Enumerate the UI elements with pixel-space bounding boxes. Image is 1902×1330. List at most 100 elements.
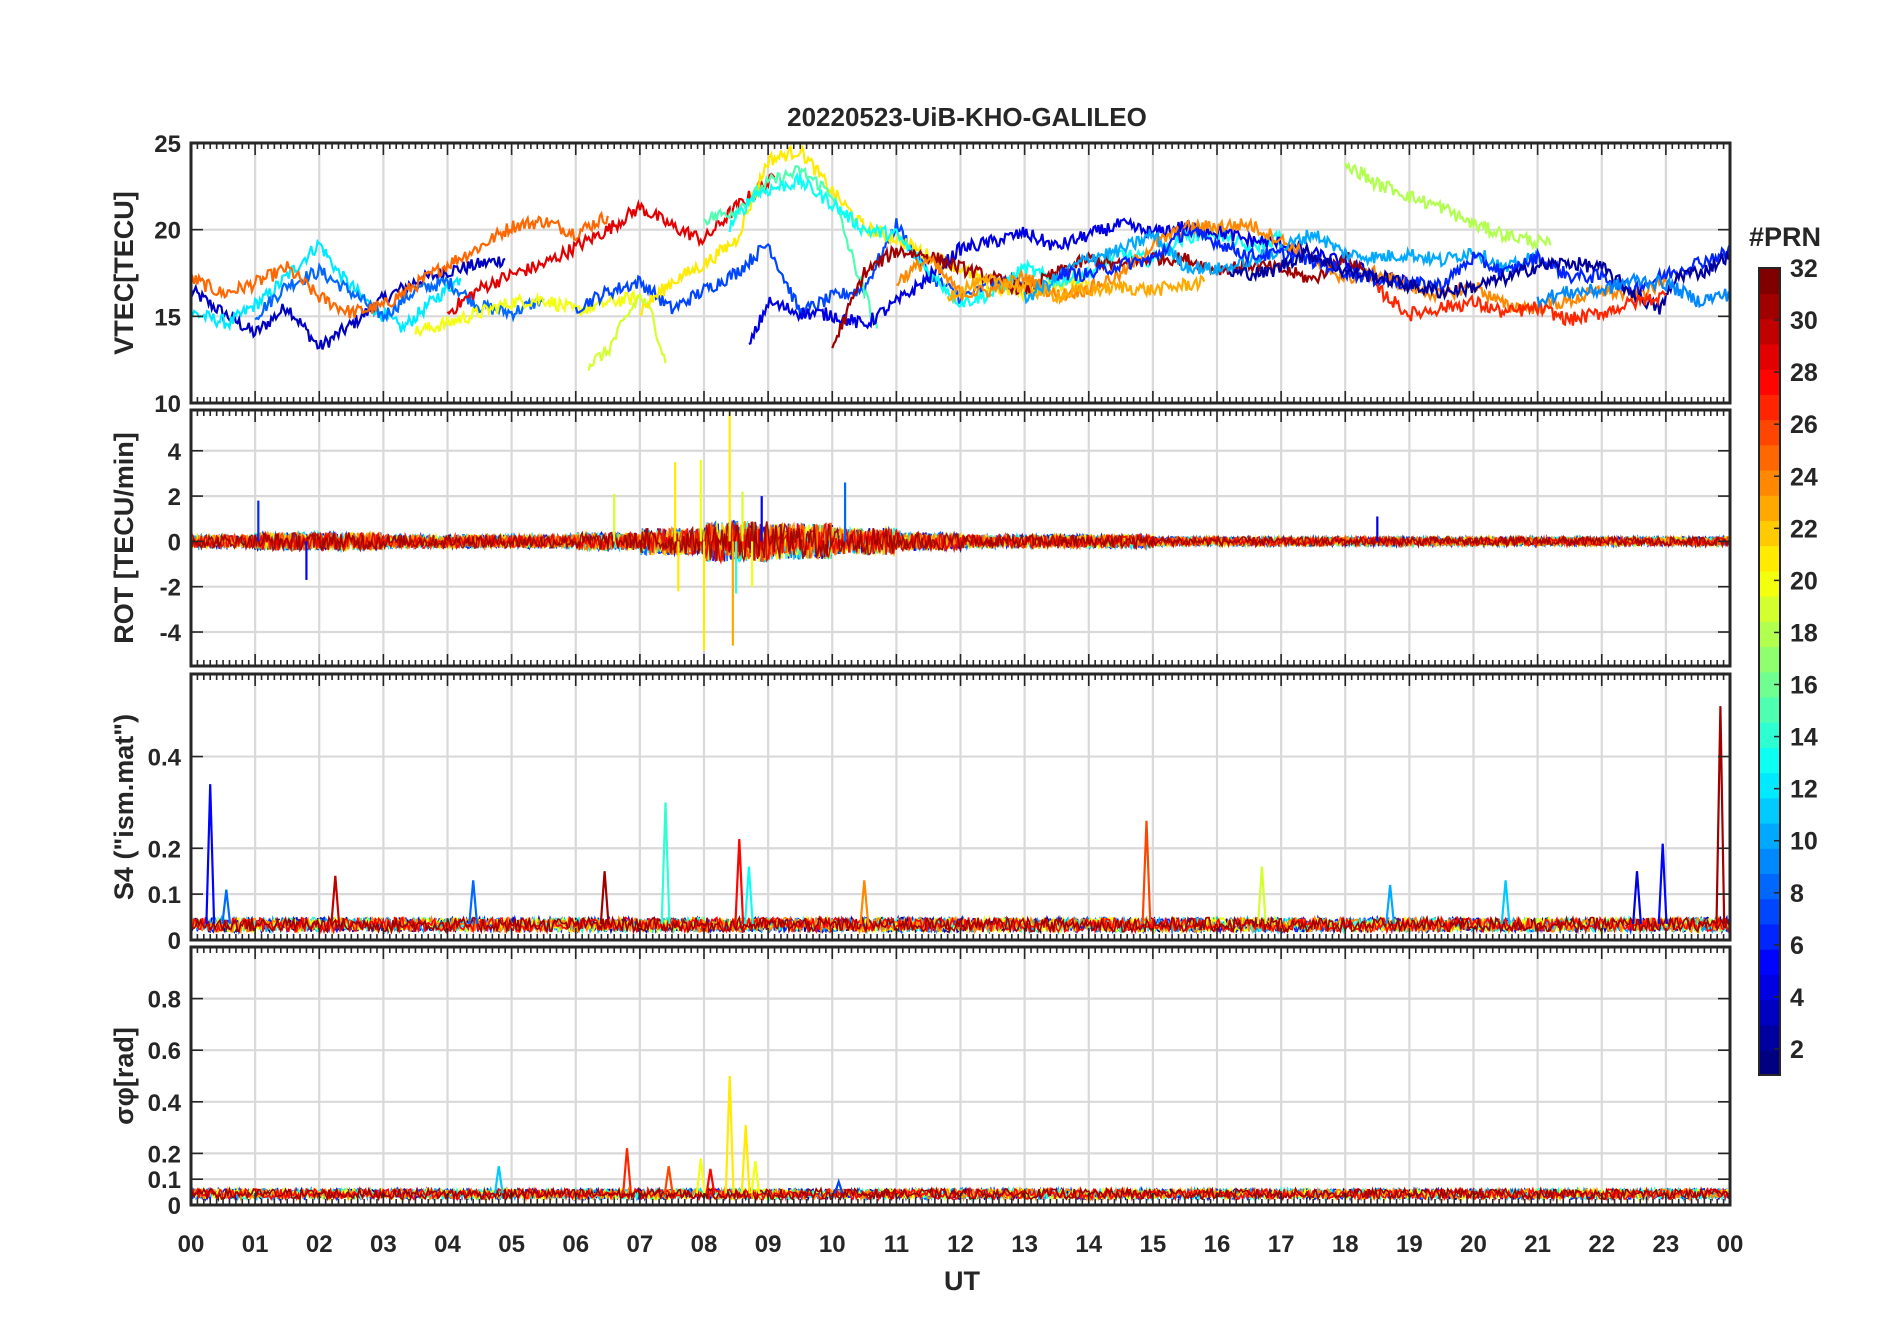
panel-3-frame <box>189 672 1732 942</box>
y-tick-label: 0.4 <box>148 1090 182 1117</box>
x-tick-label: 20 <box>1460 1231 1487 1258</box>
y-tick-label: 25 <box>154 131 181 158</box>
colorbar-swatch-prn-5 <box>1759 948 1780 975</box>
vtec-series-prn-15 <box>703 165 879 329</box>
colorbar-tick-label: 18 <box>1790 619 1818 647</box>
colorbar-tick-label: 30 <box>1790 307 1818 335</box>
spike-prn-7 <box>833 1178 844 1194</box>
x-tick-label: 21 <box>1524 1231 1551 1258</box>
vtec-series-prn-3 <box>191 256 506 350</box>
x-tick-label: 12 <box>947 1231 974 1258</box>
colorbar-swatch-prn-23 <box>1759 494 1780 521</box>
panel-1-ylabel: VTEC[TECU] <box>109 191 139 355</box>
colorbar-tick-label: 10 <box>1790 828 1818 856</box>
spike-prn-20 <box>695 1158 706 1194</box>
panel-2: -4 -2 0 2 4 ROT [TECU/min] <box>109 408 1732 668</box>
x-tick-label: 14 <box>1075 1231 1102 1258</box>
colorbar-tick-label: 16 <box>1790 672 1818 700</box>
colorbar-label: #PRN <box>1749 222 1821 252</box>
spike-prn-21 <box>724 1075 735 1194</box>
x-tick-label: 13 <box>1011 1231 1038 1258</box>
x-tick-label: 18 <box>1332 1231 1359 1258</box>
spike-prn-30 <box>330 875 341 924</box>
x-tick-label: 06 <box>562 1231 589 1258</box>
colorbar-swatch-prn-12 <box>1759 772 1780 799</box>
spike-prn-31 <box>1715 706 1726 924</box>
x-tick-label: 10 <box>819 1231 846 1258</box>
colorbar-swatch-prn-31 <box>1759 293 1780 320</box>
y-tick-label: 0.8 <box>148 987 181 1014</box>
colorbar-swatch-prn-9 <box>1759 848 1780 875</box>
x-tick-label: 01 <box>242 1231 269 1258</box>
x-tick-label: 00 <box>178 1231 205 1258</box>
colorbar-swatch-prn-13 <box>1759 747 1780 774</box>
vtec-series-prn-12 <box>191 238 462 333</box>
colorbar-swatch-prn-15 <box>1759 696 1780 723</box>
colorbar-swatch-prn-11 <box>1759 797 1780 824</box>
rot-trace-prn-29 <box>191 520 1730 565</box>
panel-3: 0 0.1 0.2 0.4 S4 ("ism.mat") <box>109 672 1732 955</box>
colorbar-tick-label: 20 <box>1790 567 1818 595</box>
colorbar-swatch-prn-7 <box>1759 898 1780 925</box>
colorbar-swatch-prn-8 <box>1759 873 1780 900</box>
colorbar-tick-label: 28 <box>1790 359 1818 387</box>
spike-prn-26 <box>663 1166 674 1194</box>
y-tick-label: 0 <box>168 529 181 556</box>
spike-prn-28 <box>705 1168 716 1194</box>
x-tick-label: 23 <box>1653 1231 1680 1258</box>
colorbar-swatch-prn-24 <box>1759 469 1780 496</box>
y-tick-label: 4 <box>168 439 182 466</box>
spike-prn-8 <box>221 889 232 925</box>
spike-prn-11 <box>1500 880 1511 924</box>
vtec-series-prn-13 <box>728 171 1283 308</box>
spike-prn-24 <box>859 880 870 924</box>
x-tick-label: 05 <box>498 1231 525 1258</box>
colorbar-swatch-prn-20 <box>1759 570 1780 597</box>
y-tick-label: 20 <box>154 218 181 245</box>
vtec-series-prn-20 <box>414 289 641 338</box>
colorbar-swatch-prn-6 <box>1759 923 1780 950</box>
colorbar-tick-label: 14 <box>1790 724 1818 752</box>
x-tick-label: 11 <box>884 1231 909 1258</box>
colorbar-swatch-prn-28 <box>1759 368 1780 395</box>
y-tick-label: 0.2 <box>148 1141 181 1168</box>
colorbar-tick-label: 6 <box>1790 932 1804 960</box>
colorbar-tick-label: 32 <box>1790 255 1818 283</box>
vtec-series-prn-9 <box>1536 271 1730 310</box>
spike-prn-10 <box>1385 884 1396 925</box>
colorbar-swatch-prn-10 <box>1759 822 1780 849</box>
panel-1: 10 15 20 25 VTEC[TECU] <box>109 131 1732 418</box>
colorbar-swatch-prn-1 <box>1759 1049 1780 1076</box>
vtec-series-prn-2 <box>1228 241 1730 315</box>
colorbar-swatch-prn-22 <box>1759 520 1780 547</box>
y-tick-label: 10 <box>154 391 181 418</box>
y-tick-label: 0 <box>168 928 181 955</box>
spike-prn-14 <box>660 802 671 924</box>
x-tick-label: 17 <box>1268 1231 1295 1258</box>
spike-prn-20 <box>750 1160 761 1194</box>
colorbar-swatch-prn-21 <box>1759 545 1780 572</box>
colorbar-swatch-prn-29 <box>1759 343 1780 370</box>
vtec-series-prn-10 <box>1023 228 1539 305</box>
x-tick-label: 04 <box>434 1231 461 1258</box>
vtec-series-prn-21 <box>639 144 1090 317</box>
colorbar-swatch-prn-26 <box>1759 419 1780 446</box>
panel-2-ylabel: ROT [TECU/min] <box>109 432 139 643</box>
panel-3-ylabel: S4 ("ism.mat") <box>109 714 139 900</box>
x-tick-label: 07 <box>627 1231 654 1258</box>
vtec-series-prn-27 <box>1376 283 1667 327</box>
spike-prn-19 <box>1256 866 1267 924</box>
x-tick-label: 09 <box>755 1231 782 1258</box>
y-tick-label: 2 <box>168 484 181 511</box>
colorbar-tick-label: 2 <box>1790 1036 1804 1064</box>
colorbar-swatch-prn-18 <box>1759 621 1780 648</box>
colorbar-tick-label: 8 <box>1790 880 1804 908</box>
panel-4: 00.10.2 0.4 0.6 0.8 σφ[rad] <box>109 945 1732 1220</box>
spike-prn-13 <box>743 866 754 924</box>
panel-1-data <box>191 144 1730 371</box>
colorbar-swatch-prn-3 <box>1759 999 1780 1026</box>
y-tick-label: 0.6 <box>148 1038 181 1065</box>
